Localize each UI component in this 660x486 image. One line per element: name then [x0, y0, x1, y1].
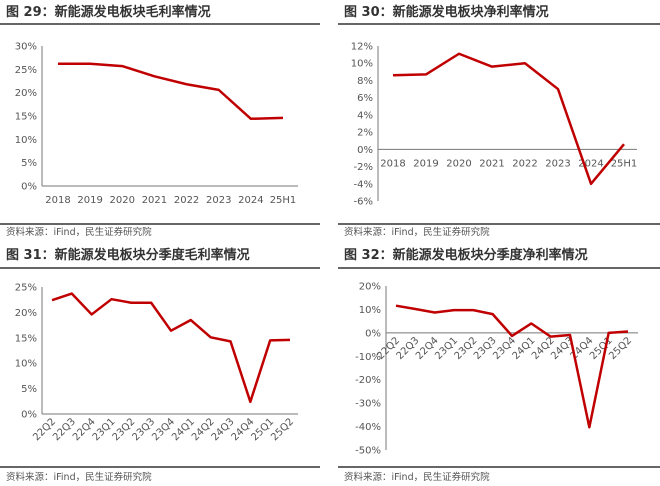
chart-2: 0%5%10%15%20%25%22Q222Q322Q423Q123Q223Q3…: [15, 283, 298, 443]
x-tick-label: 2021: [142, 195, 167, 206]
x-tick-label: 2020: [446, 158, 471, 169]
source-rule: [338, 223, 660, 225]
y-tick-label: -40%: [355, 422, 381, 433]
chart-title-32: 图 32：新能源发电板块分季度净利率情况: [344, 248, 588, 263]
chart-title-30: 图 30：新能源发电板块净利率情况: [344, 5, 549, 20]
x-tick-label: 2018: [45, 195, 70, 206]
source-note: 资料来源：iFind，民生证券研究院: [6, 472, 152, 483]
source-note: 资料来源：iFind，民生证券研究院: [6, 227, 152, 238]
x-tick-label: 2021: [479, 158, 504, 169]
source-note: 资料来源：iFind，民生证券研究院: [344, 227, 490, 238]
y-tick-label: 2%: [357, 128, 373, 139]
y-tick-label: -6%: [354, 197, 373, 208]
chart-title-29: 图 29：新能源发电板块毛利率情况: [6, 5, 211, 20]
source-note: 资料来源：iFind，民生证券研究院: [344, 472, 490, 483]
y-tick-label: 0%: [21, 182, 37, 193]
title-rule: [0, 23, 320, 25]
x-tick-label: 2022: [512, 158, 537, 169]
x-tick-label: 25H1: [270, 195, 297, 206]
series-line: [58, 62, 284, 121]
x-tick-label: 2024: [578, 158, 603, 169]
series-line: [51, 292, 291, 404]
y-tick-label: 25%: [15, 283, 37, 294]
x-tick-label: 2019: [413, 158, 438, 169]
y-tick-label: -10%: [355, 352, 381, 363]
series-line: [392, 52, 625, 186]
x-tick-label: 25H1: [611, 158, 638, 169]
y-tick-label: 20%: [15, 308, 37, 319]
y-tick-label: 5%: [21, 158, 37, 169]
y-tick-label: 0%: [21, 410, 37, 421]
chart-3: -50%-40%-30%-20%-10%0%10%20%22Q222Q322Q4…: [355, 282, 638, 457]
y-tick-label: 20%: [359, 282, 381, 293]
y-tick-label: -20%: [355, 375, 381, 386]
title-rule: [338, 23, 660, 25]
y-tick-label: -50%: [355, 446, 381, 457]
title-rule: [338, 267, 660, 269]
y-tick-label: 25%: [15, 65, 37, 76]
y-tick-label: 10%: [359, 305, 381, 316]
source-rule: [338, 466, 660, 468]
y-tick-label: 0%: [365, 328, 381, 339]
y-tick-label: -2%: [354, 162, 373, 173]
y-tick-label: 8%: [357, 76, 373, 87]
x-tick-label: 2024: [238, 195, 263, 206]
x-tick-label: 25Q2: [607, 335, 634, 362]
y-tick-label: 10%: [15, 135, 37, 146]
source-rule: [0, 466, 320, 468]
y-tick-label: 12%: [351, 42, 373, 53]
y-tick-label: 15%: [15, 333, 37, 344]
x-tick-label: 2018: [380, 158, 405, 169]
x-tick-label: 2020: [110, 195, 135, 206]
title-rule: [0, 267, 320, 269]
x-tick-label: 25Q2: [269, 416, 296, 443]
series-line: [395, 304, 629, 429]
x-tick-label: 2023: [545, 158, 570, 169]
x-tick-label: 2022: [174, 195, 199, 206]
y-tick-label: 15%: [15, 112, 37, 123]
y-tick-label: 5%: [21, 384, 37, 395]
chart-1: -6% -4% -2% 0% 2% 4% 6% 8% 10% 12% 2018 2019 2020 202…: [351, 42, 638, 208]
chart-0: 0% 5% 10% 15% 20% 25% 30% 2018 2019 2020 2021 2022 2…: [15, 42, 298, 206]
y-tick-label: 10%: [15, 359, 37, 370]
y-tick-label: 10%: [351, 59, 373, 70]
y-tick-label: 0%: [357, 145, 373, 156]
y-tick-label: -30%: [355, 399, 381, 410]
x-tick-label: 2019: [77, 195, 102, 206]
y-tick-label: 20%: [15, 88, 37, 99]
y-tick-label: 30%: [15, 42, 37, 53]
x-tick-label: 2023: [206, 195, 231, 206]
source-rule: [0, 223, 320, 225]
y-tick-label: -4%: [354, 179, 373, 190]
y-tick-label: 4%: [357, 110, 373, 121]
y-tick-label: 6%: [357, 93, 373, 104]
chart-title-31: 图 31：新能源发电板块分季度毛利率情况: [6, 248, 250, 263]
